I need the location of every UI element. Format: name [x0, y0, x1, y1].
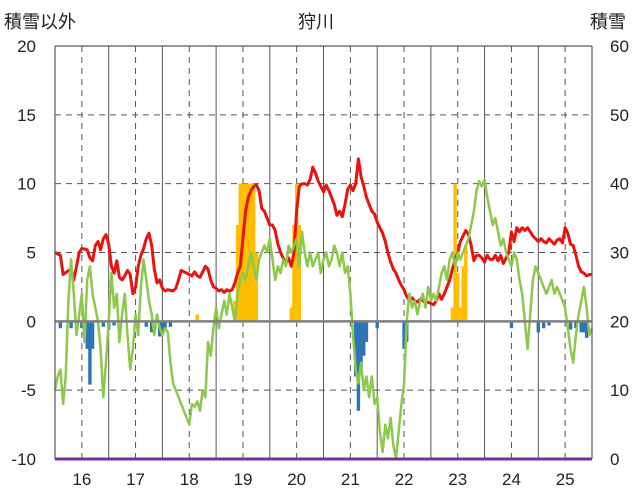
bar-mark [251, 183, 256, 322]
bar-mark [547, 321, 551, 326]
x-tick-label: 18 [180, 470, 199, 489]
y-left-tick-label: 15 [17, 106, 36, 125]
right-axis-title: 積雪 [590, 12, 626, 32]
bar-mark [464, 245, 468, 322]
bar-mark [574, 321, 578, 329]
bar-mark [582, 321, 586, 333]
x-tick-label: 25 [556, 470, 575, 489]
bar-mark [579, 321, 583, 333]
bar-mark [402, 321, 406, 349]
bar-mark [149, 321, 154, 333]
x-tick-label: 20 [287, 470, 306, 489]
bar-mark [163, 321, 167, 329]
series-line-2 [53, 178, 594, 461]
bar-mark [354, 321, 358, 377]
bar-mark [88, 321, 92, 385]
y-right-tick-label: 60 [610, 37, 629, 56]
x-tick-label: 22 [395, 470, 414, 489]
y-left-tick-label: 20 [17, 37, 36, 56]
x-tick-label: 19 [233, 470, 252, 489]
series-line-1 [54, 157, 592, 307]
bar-mark [536, 321, 540, 333]
bar-mark [90, 321, 95, 349]
bar-mark [297, 224, 302, 322]
y-right-tick-label: 30 [610, 244, 629, 263]
y-left-tick-label: 5 [27, 244, 36, 263]
bar-mark [356, 321, 361, 411]
bar-mark [195, 314, 200, 322]
bar-mark [292, 224, 296, 322]
bar-mark [364, 321, 369, 342]
bar-mark [246, 183, 251, 322]
y-right-tick-label: 50 [610, 106, 629, 125]
chart-title: 狩川 [298, 12, 334, 32]
bar-mark [362, 321, 366, 356]
y-right-tick-label: 0 [610, 450, 619, 469]
bar-mark [160, 321, 165, 330]
bar-mark [289, 307, 293, 322]
bar-mark [144, 321, 148, 327]
bar-mark [69, 321, 73, 329]
bar-mark [458, 307, 463, 322]
left-axis-title: 積雪以外 [4, 12, 76, 32]
bar-mark [80, 321, 84, 329]
x-tick-label: 21 [341, 470, 360, 489]
bar-mark [58, 321, 63, 329]
bar-mark [375, 321, 379, 329]
x-tick-label: 24 [502, 470, 521, 489]
x-tick-label: 16 [72, 470, 91, 489]
bar-mark [456, 273, 460, 322]
x-tick-label: 17 [126, 470, 145, 489]
bar-mark [112, 321, 116, 326]
y-left-tick-label: -10 [11, 450, 36, 469]
bar-mark [101, 321, 106, 327]
bar-mark [509, 321, 514, 329]
line-series [53, 157, 594, 461]
bar-mark [243, 183, 248, 322]
bar-mark [541, 321, 546, 329]
bar-mark [450, 307, 455, 322]
y-right-tick-label: 10 [610, 381, 629, 400]
bar-mark [568, 321, 573, 330]
bar-mark [294, 183, 299, 322]
grid-lines [55, 45, 592, 459]
y-left-tick-label: 10 [17, 175, 36, 194]
axes [54, 45, 593, 461]
bar-mark [85, 321, 89, 349]
y-left-tick-label: -5 [21, 381, 36, 400]
bar-mark [359, 321, 363, 370]
bar-mark [254, 252, 259, 322]
bar-mark [453, 183, 457, 322]
bar-mark [461, 266, 465, 322]
x-tick-label: 23 [448, 470, 467, 489]
bar-mark [168, 321, 173, 327]
y-right-tick-label: 40 [610, 175, 629, 194]
y-right-tick-label: 20 [610, 312, 629, 331]
bar-mark [584, 321, 589, 338]
y-left-tick-label: 0 [27, 312, 36, 331]
